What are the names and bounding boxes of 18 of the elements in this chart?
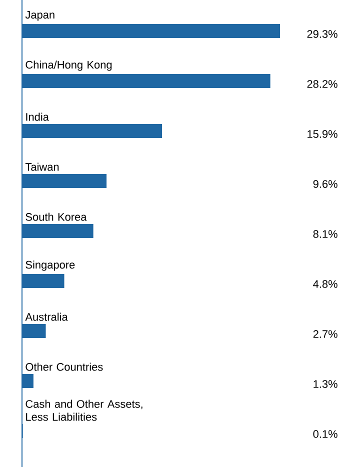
data-label: 29.3% <box>307 30 338 38</box>
data-label: 8.1% <box>313 230 338 238</box>
y-tick-label: China/Hong Kong <box>26 60 112 71</box>
y-tick-label: Singapore <box>26 260 75 271</box>
y-tick-label: Japan <box>25 10 54 21</box>
y-tick-label: India <box>26 112 49 121</box>
data-label: 15.9% <box>308 130 338 138</box>
data-label: 9.6% <box>313 180 338 188</box>
y-tick-label: South Korea <box>26 212 87 221</box>
data-label: 2.7% <box>313 330 338 338</box>
y-tick-label: Taiwan <box>25 162 59 171</box>
data-label: 1.3% <box>314 380 338 388</box>
data-label: 0.1% <box>313 430 338 438</box>
data-label: 4.8% <box>313 280 338 288</box>
y-tick-label: Other Countries <box>26 362 103 371</box>
y-tick-label: Cash and Other Assets, Less Liabilities <box>26 400 142 421</box>
data-label: 28.2% <box>307 80 338 88</box>
y-tick-label: Australia <box>25 312 68 321</box>
